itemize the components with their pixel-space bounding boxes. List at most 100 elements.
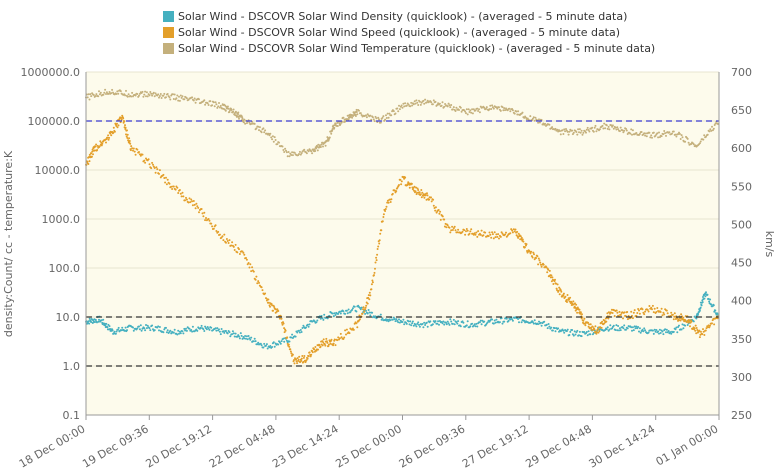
data-point [313, 348, 316, 351]
x-tick-label: 22 Dec 04:48 [207, 422, 278, 468]
data-point [643, 132, 646, 135]
data-point [98, 145, 101, 148]
data-point [124, 94, 127, 97]
data-point [166, 178, 169, 181]
data-point [145, 327, 148, 330]
data-point [446, 105, 449, 108]
data-point [374, 267, 376, 270]
data-point [565, 128, 567, 130]
data-point [333, 126, 336, 129]
data-point [180, 195, 183, 198]
data-point [146, 95, 149, 98]
data-point [548, 123, 551, 126]
data-point [241, 117, 244, 120]
data-point [399, 178, 402, 181]
data-point [562, 292, 565, 295]
data-point [242, 121, 245, 124]
data-point [283, 340, 286, 343]
data-point [594, 325, 597, 328]
data-point [198, 211, 200, 214]
data-point [355, 322, 358, 325]
data-point [371, 279, 374, 282]
data-point [345, 333, 347, 336]
data-point [601, 124, 604, 127]
data-point [86, 160, 89, 163]
data-point [344, 329, 347, 332]
data-point [93, 321, 96, 324]
data-point [566, 328, 569, 331]
data-point [368, 298, 371, 301]
data-point [88, 322, 91, 325]
data-point [465, 230, 467, 233]
data-point [387, 201, 390, 204]
data-point [362, 306, 365, 309]
data-point [145, 91, 148, 94]
data-point [148, 163, 151, 166]
data-point [479, 319, 482, 322]
data-point [542, 263, 545, 266]
data-point [347, 118, 350, 121]
data-point [633, 325, 636, 328]
data-point [425, 198, 428, 201]
data-point [247, 262, 250, 264]
data-point [674, 133, 677, 136]
data-point [272, 341, 275, 344]
data-point [491, 233, 494, 236]
data-point [667, 330, 670, 332]
data-point [686, 324, 689, 326]
data-point [211, 104, 214, 107]
data-point [119, 90, 122, 93]
data-point [655, 311, 658, 313]
data-point [111, 88, 114, 91]
data-point [124, 126, 127, 129]
x-tick-label: 19 Dec 09:36 [80, 422, 151, 468]
data-point [625, 127, 627, 130]
data-point [392, 316, 395, 319]
data-point [529, 115, 532, 118]
data-point [575, 303, 578, 306]
data-point [152, 91, 155, 94]
data-point [604, 127, 607, 130]
data-point [690, 143, 693, 145]
data-point [569, 296, 572, 299]
data-point [490, 236, 493, 239]
data-point [365, 114, 367, 117]
data-point [469, 230, 472, 233]
data-point [565, 330, 568, 333]
data-point [499, 109, 502, 112]
data-point [652, 332, 655, 335]
data-point [618, 329, 620, 332]
data-point [384, 208, 387, 210]
data-point [591, 325, 594, 328]
data-point [593, 126, 596, 129]
data-point [425, 321, 428, 324]
data-point [699, 306, 702, 309]
data-point [310, 150, 313, 153]
data-point [382, 216, 385, 218]
data-point [618, 327, 621, 330]
data-point [594, 124, 597, 127]
data-point [632, 311, 635, 314]
data-point [446, 224, 449, 227]
data-point [191, 325, 194, 328]
data-point [519, 235, 522, 238]
data-point [154, 171, 157, 174]
data-point [286, 155, 289, 158]
data-point [705, 327, 708, 330]
data-point [566, 301, 568, 303]
data-point [603, 122, 606, 125]
data-point [185, 327, 187, 330]
data-point [532, 116, 535, 119]
data-point [623, 129, 626, 132]
data-point [509, 318, 512, 321]
data-point [225, 330, 227, 332]
data-point [592, 130, 595, 133]
data-point [595, 130, 598, 133]
data-point [668, 131, 671, 134]
data-point [578, 128, 581, 131]
data-point [521, 238, 524, 241]
right-tick-label: 350 [731, 333, 752, 346]
data-point [673, 312, 676, 315]
data-point [359, 112, 362, 115]
data-point [204, 325, 207, 328]
